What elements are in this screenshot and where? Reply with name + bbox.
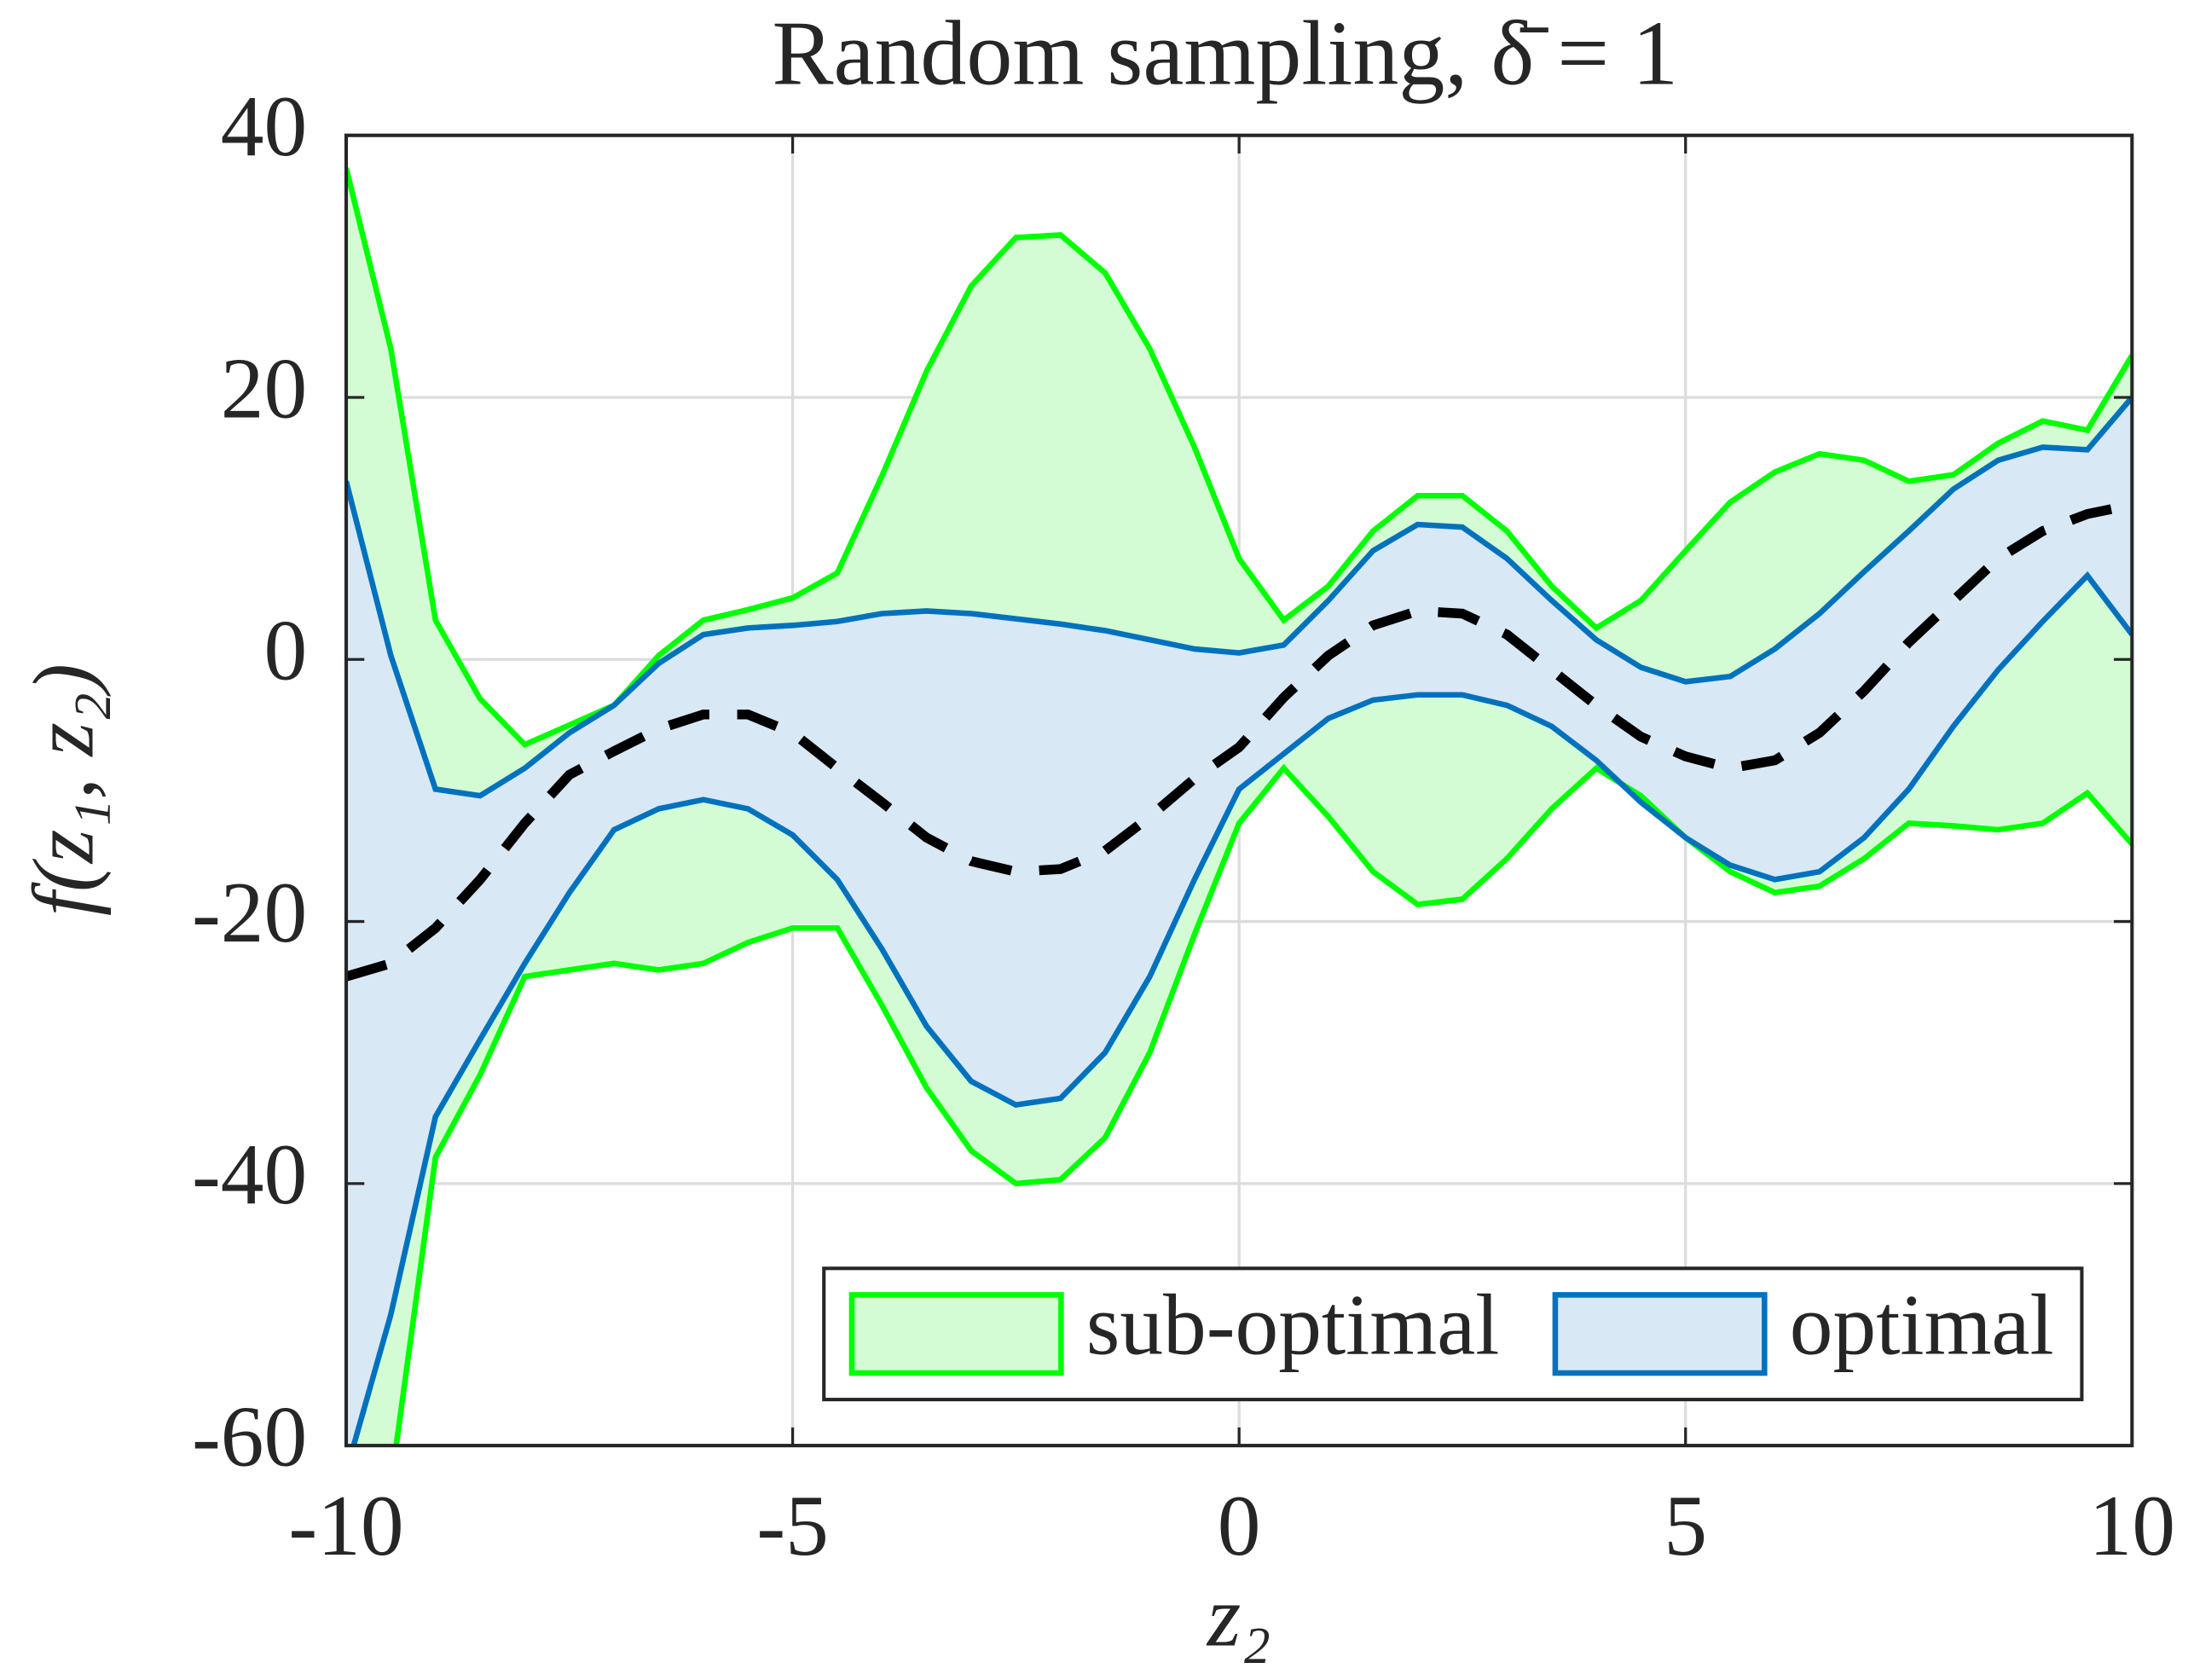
mean-line <box>345 500 2133 982</box>
y-tick-label: 20 <box>221 340 307 436</box>
x-tick-label: 0 <box>1218 1478 1261 1573</box>
y-tick-label: -20 <box>192 865 307 960</box>
axes-box <box>344 133 2134 1448</box>
legend-label: optimal <box>1790 1277 2054 1373</box>
x-axis-label: z₂ <box>1206 1568 1271 1664</box>
legend: sub-optimal optimal <box>822 1266 2084 1402</box>
x-tick-label: -10 <box>288 1478 403 1573</box>
chart-title: Random sampling, δ̄ = 1 <box>772 3 1678 104</box>
band-area <box>345 168 2133 1446</box>
y-tick-label: -60 <box>192 1388 307 1484</box>
x-tick-label: 5 <box>1664 1478 1707 1573</box>
band-edge <box>350 571 2133 1446</box>
band-area <box>345 397 2133 1446</box>
band-edge <box>345 395 2133 799</box>
legend-swatch <box>848 1292 1064 1376</box>
legend-swatch <box>1552 1292 1768 1376</box>
x-tick-label: -5 <box>756 1478 829 1573</box>
legend-label: sub-optimal <box>1086 1277 1500 1373</box>
y-axis-label: f(z₁, z₂) <box>16 663 112 916</box>
plot-area <box>345 167 2133 1446</box>
x-tick-label: 10 <box>2089 1478 2175 1573</box>
band-edge <box>345 167 2133 749</box>
axes: -10 -5 0 5 10 -60 -40 -20 0 20 40 <box>192 78 2175 1573</box>
y-tick-label: 0 <box>263 603 307 698</box>
band-edge <box>393 763 2133 1446</box>
y-tick-label: -40 <box>192 1127 307 1222</box>
y-tick-label: 40 <box>221 78 307 174</box>
